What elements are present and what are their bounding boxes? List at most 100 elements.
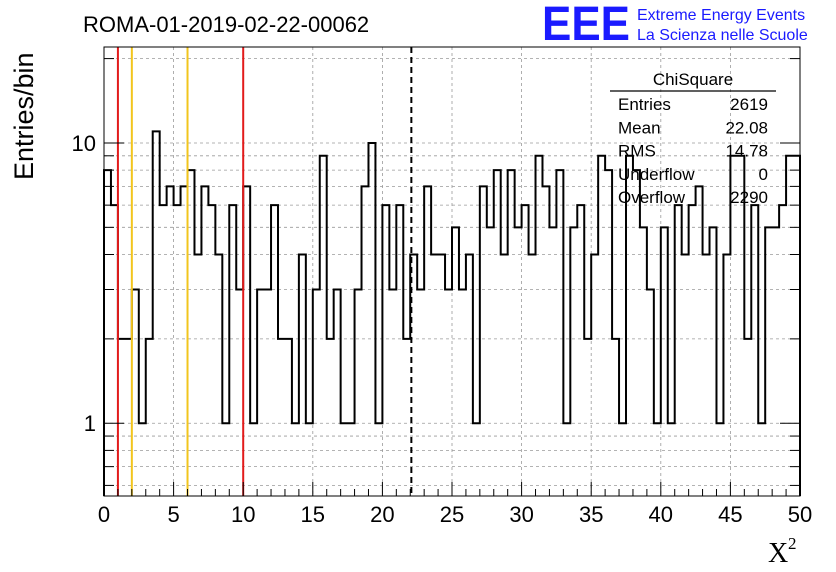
histogram-bin — [222, 423, 229, 496]
histogram-bin — [229, 205, 236, 496]
histogram-bin — [181, 186, 188, 496]
histogram-bin — [612, 339, 619, 496]
x-axis-label: X 2 — [768, 534, 797, 569]
histogram-bin — [654, 423, 661, 496]
x-axis-label-superscript: 2 — [788, 534, 797, 553]
x-tick-labels: 0 5 10 15 20 25 30 35 40 45 50 — [98, 502, 812, 527]
histogram-bin — [139, 423, 146, 496]
histogram-bin — [146, 339, 153, 496]
histogram-bin — [188, 170, 195, 496]
x-tick-label: 25 — [440, 502, 464, 527]
x-tick-label: 30 — [509, 502, 533, 527]
stats-value: 0 — [759, 165, 768, 184]
y-tick-labels: 1 10 — [72, 131, 96, 436]
histogram-bin — [306, 423, 313, 496]
histogram-bin — [682, 254, 689, 496]
histogram-bin — [536, 156, 543, 496]
histogram-bin — [403, 339, 410, 496]
histogram-bin — [104, 170, 111, 496]
histogram-bin — [194, 254, 201, 496]
x-tick-label: 50 — [788, 502, 812, 527]
histogram-bin — [640, 227, 647, 496]
histogram-bin — [334, 290, 341, 496]
histogram-bin — [765, 227, 772, 496]
histogram-bin — [480, 186, 487, 496]
histogram-bin — [327, 339, 334, 496]
histogram-bin — [368, 143, 375, 496]
histogram-bin — [661, 227, 668, 496]
histogram-bin — [236, 290, 243, 496]
histogram-bin — [375, 423, 382, 496]
histogram-bin — [466, 254, 473, 496]
histogram-bin — [696, 186, 703, 496]
stats-value: 2619 — [730, 95, 768, 114]
histogram-bin — [243, 186, 250, 496]
histogram-bin — [668, 423, 675, 496]
histogram-bin — [292, 423, 299, 496]
logo-line-1: Extreme Energy Events — [637, 7, 805, 24]
x-tick-label: 35 — [579, 502, 603, 527]
histogram-bin — [111, 205, 118, 496]
histogram-bin — [542, 186, 549, 496]
histogram-bin — [508, 170, 515, 496]
histogram-bin — [772, 227, 779, 496]
histogram-bin — [703, 254, 710, 496]
y-tick-label: 10 — [72, 131, 96, 156]
histogram-bin — [529, 254, 536, 496]
histogram-bin — [264, 290, 271, 496]
histogram-bin — [723, 254, 730, 496]
histogram-bin — [396, 205, 403, 496]
histogram-bin — [257, 290, 264, 496]
histogram-bin — [751, 205, 758, 496]
stats-value: 14.78 — [725, 142, 768, 161]
x-tick-label: 5 — [167, 502, 179, 527]
histogram — [103, 130, 801, 496]
histogram-bin — [744, 339, 751, 496]
histogram-bin — [494, 170, 501, 496]
histogram-bin — [201, 186, 208, 496]
histogram-bin — [473, 423, 480, 496]
eee-logo: EEE Extreme Energy Events La Scienza nel… — [542, 0, 808, 51]
histogram-bin — [633, 170, 640, 496]
histogram-bin — [487, 227, 494, 496]
x-tick-label: 20 — [370, 502, 394, 527]
histogram-bin — [584, 339, 591, 496]
histogram-bin — [619, 423, 626, 496]
stats-value: 22.08 — [725, 118, 768, 137]
histogram-bin — [459, 290, 466, 496]
histogram-bin — [174, 205, 181, 496]
x-tick-label: 0 — [98, 502, 110, 527]
histogram-bin — [348, 423, 355, 496]
histogram-bin — [598, 156, 605, 496]
x-axis-label-main: X — [768, 538, 788, 569]
histogram-bin — [786, 156, 793, 496]
histogram-bin — [758, 423, 765, 496]
histogram-bin — [716, 423, 723, 496]
histogram-bin — [320, 156, 327, 496]
axis-ticks — [103, 58, 801, 496]
histogram-bin — [125, 339, 132, 496]
histogram-bin — [779, 205, 786, 496]
histogram-bin — [153, 131, 160, 496]
histogram-bin — [675, 205, 682, 496]
histogram-bin — [160, 205, 167, 496]
x-tick-label: 15 — [301, 502, 325, 527]
histogram-bin — [299, 254, 306, 496]
x-tick-label: 45 — [718, 502, 742, 527]
x-tick-label: 10 — [231, 502, 255, 527]
histogram-bin — [417, 290, 424, 496]
histogram-bin — [424, 186, 431, 496]
histogram-bin — [208, 205, 215, 496]
y-tick-label: 1 — [84, 411, 96, 436]
x-tick-label: 40 — [649, 502, 673, 527]
histogram-bin — [515, 227, 522, 496]
histogram-bin — [501, 254, 508, 496]
histogram-bin — [710, 227, 717, 496]
histogram-bin — [250, 423, 257, 496]
histogram-bin — [605, 170, 612, 496]
histogram-bin — [389, 290, 396, 496]
stats-value: 2290 — [730, 188, 768, 207]
histogram-bin — [563, 423, 570, 496]
stats-label: RMS — [618, 142, 656, 161]
